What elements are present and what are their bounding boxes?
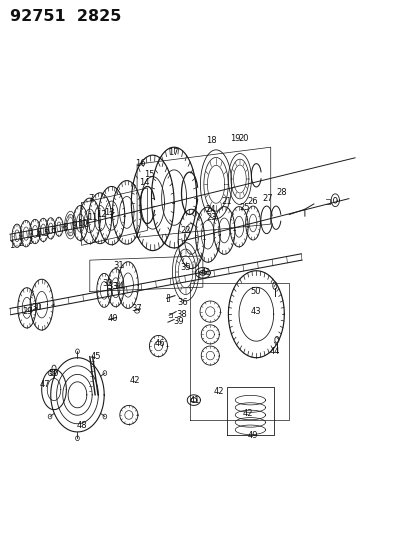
Text: 26: 26	[247, 197, 258, 206]
Text: 45: 45	[90, 352, 101, 361]
Text: 50: 50	[49, 369, 59, 378]
Text: 4: 4	[36, 231, 41, 240]
Text: 24: 24	[205, 205, 216, 214]
Text: 42: 42	[129, 376, 140, 385]
Text: 27: 27	[262, 194, 273, 203]
Text: 25: 25	[239, 203, 249, 212]
Text: 44: 44	[269, 347, 280, 356]
Text: 42: 42	[242, 409, 253, 418]
Text: 16: 16	[135, 159, 145, 167]
Text: 23: 23	[206, 213, 217, 222]
Text: 33: 33	[107, 282, 118, 291]
Text: 37: 37	[131, 304, 142, 313]
Text: 21: 21	[221, 197, 231, 206]
Text: 47: 47	[39, 379, 50, 389]
Text: 8: 8	[62, 223, 68, 232]
Text: 30: 30	[31, 303, 42, 312]
Text: 41: 41	[189, 395, 199, 405]
Text: 19: 19	[230, 134, 240, 143]
Text: 11: 11	[86, 213, 97, 222]
Text: 20: 20	[238, 134, 249, 143]
Text: 29: 29	[23, 307, 33, 316]
Text: 9: 9	[71, 221, 77, 230]
Text: 32: 32	[102, 279, 112, 288]
Text: 39: 39	[173, 317, 184, 326]
Text: 2: 2	[19, 239, 24, 248]
Text: 14: 14	[139, 178, 150, 187]
Text: 18: 18	[205, 136, 216, 145]
Text: 50: 50	[250, 287, 260, 296]
Text: 31: 31	[113, 261, 123, 270]
Text: 40: 40	[107, 314, 117, 323]
Text: 17: 17	[168, 148, 178, 157]
Text: 46: 46	[154, 339, 165, 348]
Text: 48: 48	[76, 421, 87, 430]
Text: 3: 3	[27, 237, 33, 246]
Text: 42: 42	[214, 386, 224, 395]
Text: 7: 7	[88, 194, 93, 203]
Text: 92751  2825: 92751 2825	[9, 10, 121, 25]
Text: 15: 15	[144, 170, 154, 179]
Text: 5: 5	[43, 229, 48, 238]
Text: 34: 34	[113, 282, 123, 291]
Text: 35: 35	[180, 263, 190, 272]
Text: 1: 1	[9, 241, 14, 250]
Text: 41: 41	[200, 268, 211, 277]
Text: 28: 28	[276, 188, 287, 197]
Text: 36: 36	[176, 298, 187, 307]
Text: 22: 22	[180, 226, 190, 235]
Text: 10: 10	[77, 219, 88, 228]
Text: 13: 13	[104, 208, 114, 217]
Text: 43: 43	[250, 307, 261, 316]
Text: 6: 6	[50, 227, 55, 236]
Text: 12: 12	[95, 210, 106, 219]
Text: 38: 38	[176, 310, 186, 319]
Text: 49: 49	[247, 431, 258, 440]
